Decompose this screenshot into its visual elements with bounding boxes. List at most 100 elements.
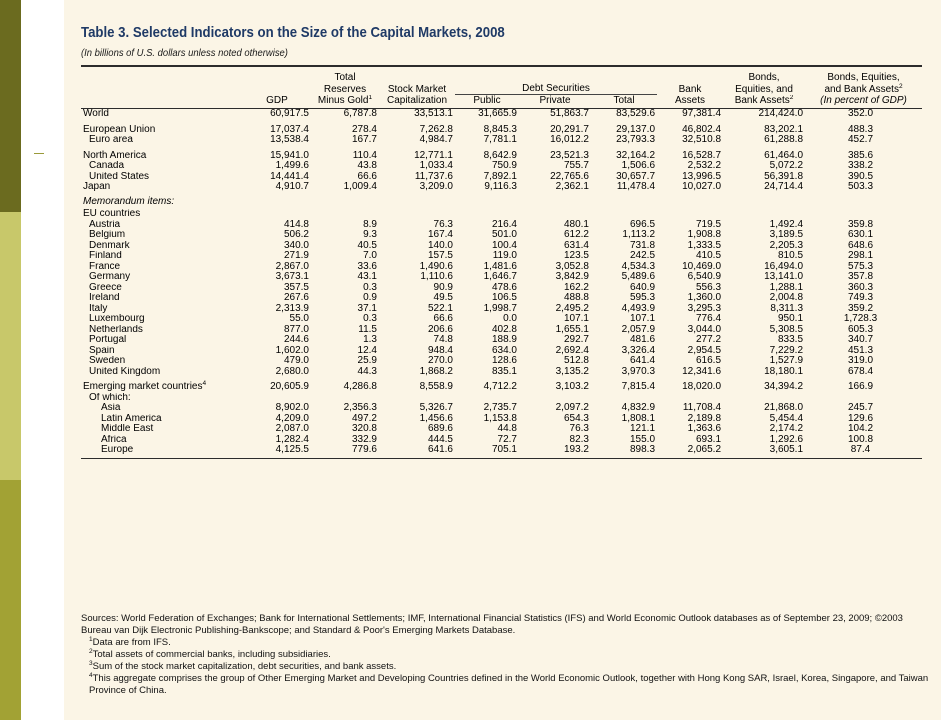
indicators-table: Total Bonds, Bonds, Equities, Reserves S… bbox=[81, 72, 923, 459]
table-notes: Sources: World Federation of Exchanges; … bbox=[81, 613, 931, 697]
table-cell: 66.6 bbox=[357, 171, 377, 182]
table-cell: 9,116.3 bbox=[484, 182, 517, 192]
header-bonds-pct-line1: Bonds, Equities, bbox=[827, 72, 900, 83]
table-cell: 128.6 bbox=[491, 356, 517, 366]
table-cell: 40.5 bbox=[357, 240, 377, 251]
header-stock-line1: Stock Market bbox=[387, 83, 447, 95]
row-label: Finland bbox=[89, 251, 122, 261]
table-cell: 166.9 bbox=[848, 381, 874, 392]
table-cell: 1,908.8 bbox=[687, 230, 722, 240]
table-cell: 3,970.3 bbox=[621, 366, 656, 377]
row-label: Memorandum items: bbox=[83, 195, 175, 207]
table-cell: 7,229.2 bbox=[769, 345, 804, 356]
table-cell: 8,311.3 bbox=[770, 303, 804, 314]
table-cell: 320.8 bbox=[351, 424, 377, 434]
table-cell: 8,845.3 bbox=[483, 123, 517, 135]
table-cell: 4,125.5 bbox=[243, 445, 311, 459]
table-cell: 1,492.4 bbox=[769, 219, 804, 230]
table-cell: 2,087.0 bbox=[275, 424, 309, 434]
table-cell: 9.3 bbox=[363, 230, 377, 240]
table-row: Portugal 244.6 1.3 74.8 188.9 292.7 481.6 277.2… bbox=[81, 335, 922, 346]
table-cell: 2,495.2 bbox=[555, 303, 589, 314]
table-row: Euro area 13,538.4 167.7 4,984.7 7,781.1 16,0… bbox=[81, 135, 922, 146]
table-cell: 501.0 bbox=[491, 230, 517, 240]
table-cell: 1.3 bbox=[363, 335, 377, 345]
table-cell: 7,815.4 bbox=[621, 381, 656, 392]
table-cell: 8.9 bbox=[363, 219, 377, 230]
table-cell: 385.6 bbox=[848, 149, 874, 161]
table-cell: 61,464.0 bbox=[764, 149, 804, 161]
table-cell: 44.3 bbox=[357, 366, 377, 377]
table-cell: 2,205.3 bbox=[769, 240, 804, 251]
table-row: United States 14,441.4 66.6 11,737.6 7,892.1… bbox=[81, 172, 922, 183]
row-label: Greece bbox=[89, 282, 122, 293]
table-cell: 0.3 bbox=[363, 314, 377, 324]
table-cell: 779.6 bbox=[311, 445, 379, 459]
table-row: Netherlands 877.0 11.5 206.6 402.8 1,655.1 2,0… bbox=[81, 325, 922, 336]
table-row: Luxembourg 55.0 0.3 66.6 0.0 107.1 107.1 776.4 9… bbox=[81, 314, 922, 325]
header-bank-line1: Bank bbox=[678, 83, 702, 95]
table-cell: 51,863.7 bbox=[550, 108, 589, 119]
table-cell: 4,209.0 bbox=[275, 413, 309, 424]
table-row: Sweden 479.0 25.9 270.0 128.6 512.8 641.4 616.5… bbox=[81, 356, 922, 367]
row-label: Italy bbox=[89, 303, 108, 314]
table-cell: 29,137.0 bbox=[616, 123, 656, 135]
table-cell: 1,456.6 bbox=[419, 413, 453, 424]
table-cell: 4,712.2 bbox=[483, 381, 517, 392]
table-cell: 12,771.1 bbox=[414, 149, 453, 161]
table-cell: 640.9 bbox=[629, 282, 656, 293]
table-cell: 352.0 bbox=[848, 108, 874, 119]
slide-tick-mark bbox=[34, 153, 44, 154]
table-cell: 3,103.2 bbox=[555, 381, 589, 392]
table-cell: 749.3 bbox=[848, 293, 874, 303]
row-label: North America bbox=[83, 149, 147, 161]
row-label: Middle East bbox=[101, 424, 154, 434]
table-cell: 33.6 bbox=[357, 261, 377, 272]
table-row: Canada 1,499.6 43.8 1,033.4 750.9 755.7 1,506.… bbox=[81, 161, 922, 172]
table-cell: 833.5 bbox=[777, 335, 804, 345]
header-debt-public: Public bbox=[455, 94, 519, 109]
table-cell: 8,558.9 bbox=[419, 381, 453, 392]
table-cell: 267.6 bbox=[283, 293, 309, 303]
table-cell: 359.2 bbox=[848, 303, 874, 314]
table-cell: 810.5 bbox=[777, 251, 804, 261]
table-cell: 162.2 bbox=[563, 282, 589, 293]
row-label: European Union bbox=[83, 123, 156, 135]
table-cell: 46,802.4 bbox=[682, 123, 722, 135]
table-cell: 693.1 bbox=[695, 434, 722, 445]
row-label: Netherlands bbox=[89, 324, 143, 335]
table-cell: 298.1 bbox=[848, 251, 874, 261]
table-cell: 56,391.8 bbox=[764, 171, 804, 182]
table-cell: 11.5 bbox=[358, 324, 377, 335]
table-row: United Kingdom 2,680.0 44.3 1,868.2 835.1 3,1… bbox=[81, 367, 922, 378]
table-cell: 3,605.1 bbox=[723, 445, 806, 459]
table-cell: 216.4 bbox=[491, 219, 517, 230]
table-cell: 271.9 bbox=[283, 251, 309, 261]
table-cell: 12.4 bbox=[357, 345, 377, 356]
footnote-2: 2Total assets of commercial banks, inclu… bbox=[89, 648, 331, 660]
header-row-2: Reserves Stock Market Debt Securities Ba… bbox=[81, 83, 922, 95]
table-cell: 0.0 bbox=[503, 314, 517, 324]
table-cell: 0.3 bbox=[363, 282, 377, 293]
table-cell: 1,292.6 bbox=[769, 434, 804, 445]
header-bonds-line1: Bonds, bbox=[748, 72, 780, 83]
table-row: Greece 357.5 0.3 90.9 478.6 162.2 640.9 556.3 1,… bbox=[81, 283, 922, 294]
table-cell: 100.8 bbox=[848, 434, 874, 445]
table-cell: 4,910.7 bbox=[275, 182, 309, 192]
table-cell: 1,499.6 bbox=[275, 161, 309, 171]
table-cell: 107.1 bbox=[629, 314, 656, 324]
table-cell: 631.4 bbox=[563, 240, 589, 251]
header-bonds-line2: Equities, and bbox=[735, 83, 793, 95]
table-cell: 37.1 bbox=[357, 303, 377, 314]
table-row: North America 15,941.0 110.4 12,771.1 8,642.… bbox=[81, 146, 922, 162]
table-cell: 2,362.1 bbox=[555, 182, 589, 192]
table-cell: 13,996.5 bbox=[682, 171, 722, 182]
row-label: Latin America bbox=[101, 413, 162, 424]
table-cell: 155.0 bbox=[629, 434, 656, 445]
header-debt-private: Private bbox=[519, 94, 591, 109]
table-cell: 641.4 bbox=[629, 356, 656, 366]
table-cell: 0.9 bbox=[363, 293, 377, 303]
footnote-3: 3Sum of the stock market capitalization,… bbox=[89, 660, 397, 672]
row-label: Of which: bbox=[89, 392, 131, 403]
table-cell: 2,097.2 bbox=[555, 403, 589, 413]
